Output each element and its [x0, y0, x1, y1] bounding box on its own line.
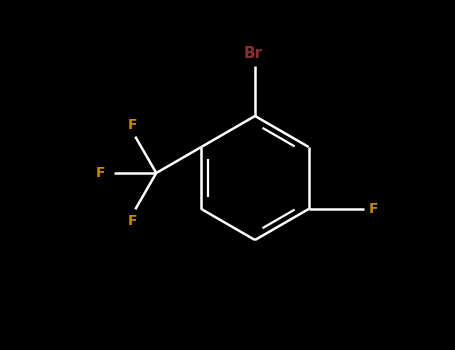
Text: F: F [369, 202, 379, 216]
Text: F: F [127, 118, 137, 132]
Text: Br: Br [243, 47, 263, 62]
Text: F: F [96, 166, 105, 180]
Text: F: F [127, 214, 137, 228]
